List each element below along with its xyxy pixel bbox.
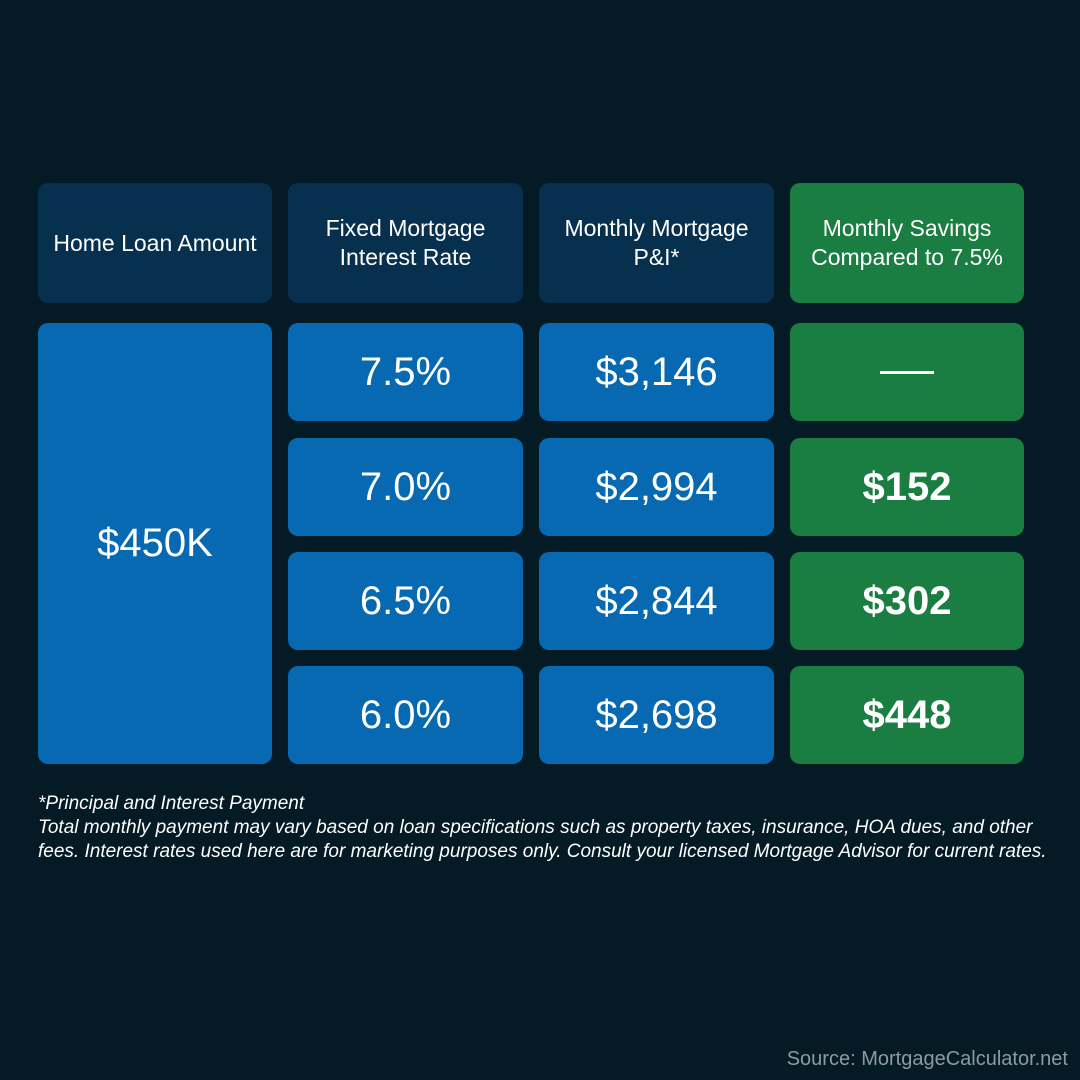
header-loan-amount-label: Home Loan Amount	[53, 229, 257, 256]
footnote-asterisk: *Principal and Interest Payment	[38, 793, 305, 814]
savings-value: $448	[862, 692, 952, 737]
savings-cell	[790, 323, 1024, 421]
footnote: *Principal and Interest Payment Total mo…	[38, 792, 1048, 864]
payment-cell: $3,146	[539, 323, 774, 421]
rate-value: 7.0%	[359, 464, 452, 509]
payment-cell: $2,994	[539, 438, 774, 536]
payment-cell: $2,844	[539, 552, 774, 650]
source-credit: Source: MortgageCalculator.net	[786, 1048, 1068, 1070]
loan-amount-value: $450K	[97, 521, 213, 565]
header-monthly-savings-label: Monthly Savings Compared to 7.5%	[811, 215, 1003, 270]
savings-value: $302	[862, 578, 952, 623]
rate-value: 6.5%	[359, 578, 452, 623]
rate-cell: 7.0%	[288, 438, 523, 536]
payment-value: $2,844	[595, 578, 718, 623]
savings-value: $152	[862, 464, 952, 509]
payment-value: $2,698	[595, 692, 718, 737]
payment-value: $2,994	[595, 464, 718, 509]
header-monthly-payment: Monthly Mortgage P&I*	[539, 183, 774, 303]
header-interest-rate: Fixed Mortgage Interest Rate	[288, 183, 523, 303]
rate-value: 6.0%	[359, 692, 452, 737]
footnote-disclaimer: Total monthly payment may vary based on …	[38, 817, 1047, 862]
header-interest-rate-label: Fixed Mortgage Interest Rate	[325, 215, 486, 270]
header-monthly-savings: Monthly Savings Compared to 7.5%	[790, 183, 1024, 303]
header-monthly-payment-label: Monthly Mortgage P&I*	[564, 215, 749, 270]
rate-cell: 6.5%	[288, 552, 523, 650]
header-loan-amount: Home Loan Amount	[38, 183, 272, 303]
rate-cell: 6.0%	[288, 666, 523, 764]
no-savings-dash	[880, 370, 934, 374]
rate-cell: 7.5%	[288, 323, 523, 421]
savings-cell: $152	[790, 438, 1024, 536]
payment-value: $3,146	[595, 349, 718, 394]
payment-cell: $2,698	[539, 666, 774, 764]
savings-cell: $448	[790, 666, 1024, 764]
loan-amount-cell: $450K	[38, 323, 272, 764]
rate-value: 7.5%	[359, 349, 452, 394]
savings-cell: $302	[790, 552, 1024, 650]
